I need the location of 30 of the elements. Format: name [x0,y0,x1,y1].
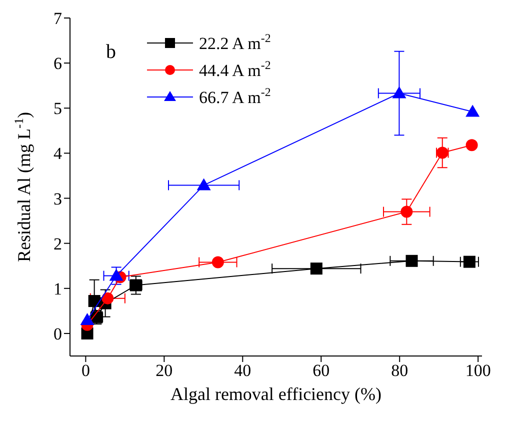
point [310,262,322,275]
x-axis-title: Algal removal efficiency (%) [170,384,382,404]
x-tick-label: 60 [312,361,330,380]
point [102,292,114,304]
x-tick-label: 0 [81,361,90,380]
point [196,178,211,190]
y-tick-label: 4 [54,144,62,164]
point [400,206,413,218]
x-tick-label: 100 [465,361,491,380]
point [466,139,478,152]
point [463,256,476,268]
y-tick-label: 5 [54,99,62,118]
y-tick-label: 1 [54,279,62,298]
x-tick-label: 20 [156,361,173,380]
y-tick-label: 7 [54,9,62,28]
point [466,104,480,117]
legend-label: 66.7 A m$^{-2}$ [199,85,271,107]
y-tick-label: 3 [54,189,62,208]
y-tick-label: 6 [54,54,62,74]
point [212,256,224,268]
legend-label: 44.4 A m$^{-2}$ [199,58,271,80]
point [406,254,418,267]
y-tick-label: 2 [54,234,62,254]
x-tick-label: 40 [234,361,252,380]
legend-label: 22.2 A m$^{-2}$ [199,31,271,53]
annotation: b [106,41,116,63]
point [109,268,124,281]
x-tick-label: 80 [391,361,408,380]
y-tick-label: 0 [54,324,62,344]
point [392,86,406,98]
